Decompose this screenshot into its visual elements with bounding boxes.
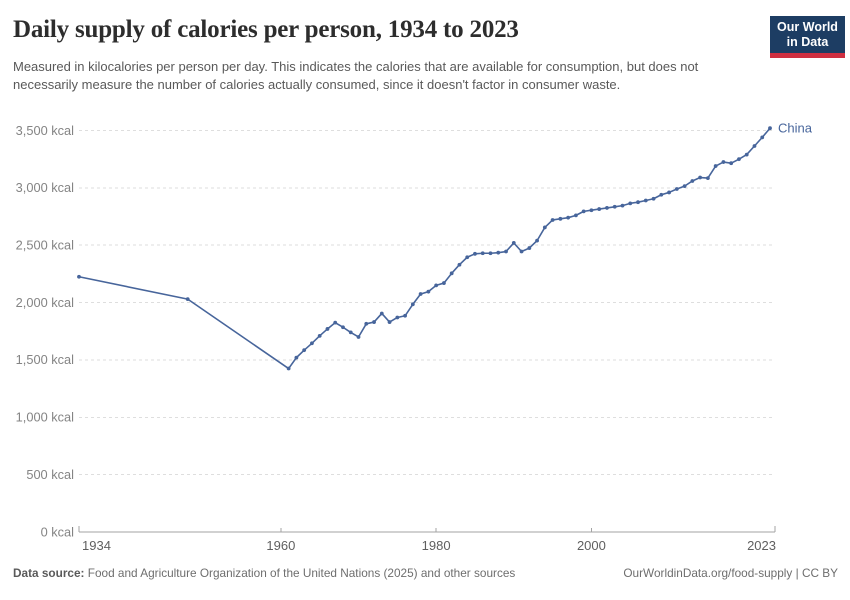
data-point-marker[interactable] [573, 213, 578, 218]
data-point-marker[interactable] [511, 241, 516, 245]
data-point-marker[interactable] [480, 251, 485, 256]
data-point-marker[interactable] [356, 335, 361, 339]
x-tick-label: 1934 [82, 538, 111, 553]
data-point-marker[interactable] [473, 251, 477, 256]
data-point-marker[interactable] [589, 208, 594, 213]
data-point-marker[interactable] [737, 157, 741, 162]
data-point-marker[interactable] [449, 271, 454, 276]
series-end-label: China [778, 121, 813, 136]
series-line-china[interactable] [78, 127, 771, 370]
data-point-marker[interactable] [379, 311, 384, 316]
data-point-marker[interactable] [550, 218, 555, 222]
data-point-marker[interactable] [395, 315, 400, 320]
data-point-marker[interactable] [705, 176, 710, 181]
data-point-marker[interactable] [713, 164, 718, 168]
data-point-marker[interactable] [185, 297, 190, 302]
data-point-marker[interactable] [364, 321, 369, 326]
logo-line1: Our World [777, 20, 838, 34]
data-point-marker[interactable] [558, 216, 563, 221]
data-point-marker[interactable] [682, 184, 687, 189]
data-point-marker[interactable] [651, 196, 656, 201]
x-tick-label: 1960 [266, 538, 295, 553]
data-point-marker[interactable] [752, 144, 757, 148]
y-tick-label: 1,000 kcal [16, 410, 74, 425]
data-point-marker[interactable] [488, 251, 493, 256]
data-point-marker[interactable] [434, 283, 439, 288]
owid-logo[interactable]: Our World in Data [770, 16, 845, 58]
y-tick-label: 500 kcal [26, 467, 74, 482]
data-point-marker[interactable] [581, 209, 586, 214]
data-point-marker[interactable] [628, 201, 633, 206]
data-point-marker[interactable] [333, 320, 338, 325]
data-point-marker[interactable] [341, 325, 345, 330]
data-point-marker[interactable] [317, 333, 322, 338]
chart-subtitle: Measured in kilocalories per person per … [13, 59, 699, 93]
data-point-marker[interactable] [721, 160, 726, 164]
y-tick-label: 3,500 kcal [16, 123, 74, 138]
data-point-marker[interactable] [426, 289, 431, 294]
data-point-marker[interactable] [77, 274, 81, 279]
data-point-marker[interactable] [690, 179, 695, 183]
data-point-marker[interactable] [302, 348, 307, 353]
data-point-marker[interactable] [667, 190, 671, 195]
x-tick-label: 2023 [747, 538, 776, 553]
x-tick-label: 1980 [422, 538, 451, 553]
data-source-text: Food and Agriculture Organization of the… [84, 566, 516, 580]
data-point-marker[interactable] [643, 198, 648, 203]
y-tick-label: 1,500 kcal [16, 352, 74, 367]
data-point-marker[interactable] [504, 249, 508, 254]
data-point-marker[interactable] [286, 366, 291, 371]
data-point-marker[interactable] [744, 152, 749, 157]
data-point-marker[interactable] [372, 320, 376, 324]
data-source-label: Data source: [13, 566, 85, 580]
data-point-marker[interactable] [403, 313, 407, 318]
data-point-marker[interactable] [620, 203, 625, 208]
data-point-marker[interactable] [535, 238, 539, 243]
data-point-marker[interactable] [768, 126, 772, 131]
data-point-marker[interactable] [457, 262, 462, 267]
data-point-marker[interactable] [387, 320, 392, 324]
y-tick-label: 3,000 kcal [16, 180, 74, 195]
y-tick-label: 2,500 kcal [16, 238, 74, 253]
data-point-marker[interactable] [612, 204, 617, 209]
data-point-marker[interactable] [294, 355, 299, 360]
data-source: Data source: Food and Agriculture Organi… [13, 566, 515, 580]
data-point-marker[interactable] [597, 207, 602, 211]
data-point-marker[interactable] [465, 255, 470, 260]
data-point-marker[interactable] [418, 292, 423, 296]
y-tick-label: 2,000 kcal [16, 295, 74, 310]
data-point-marker[interactable] [527, 246, 532, 250]
data-point-marker[interactable] [760, 135, 765, 140]
footer-link[interactable]: OurWorldinData.org/food-supply | CC BY [623, 566, 838, 580]
data-point-marker[interactable] [410, 302, 415, 307]
data-point-marker[interactable] [325, 327, 330, 331]
data-point-marker[interactable] [698, 175, 703, 180]
data-point-marker[interactable] [442, 281, 446, 285]
page-title: Daily supply of calories per person, 193… [13, 16, 519, 43]
data-point-marker[interactable] [729, 161, 734, 166]
logo-line2: in Data [786, 34, 829, 49]
chart-footer: Data source: Food and Agriculture Organi… [13, 566, 838, 580]
data-point-marker[interactable] [519, 249, 524, 254]
data-point-marker[interactable] [566, 215, 571, 220]
x-tick-label: 2000 [577, 538, 606, 553]
data-point-marker[interactable] [310, 341, 314, 346]
data-point-marker[interactable] [496, 250, 501, 255]
data-point-marker[interactable] [348, 330, 353, 335]
data-point-marker[interactable] [636, 200, 640, 205]
data-point-marker[interactable] [674, 187, 679, 191]
data-point-marker[interactable] [659, 192, 664, 197]
y-tick-label: 0 kcal [41, 524, 74, 539]
data-point-marker[interactable] [542, 225, 547, 230]
data-point-marker[interactable] [605, 206, 609, 210]
